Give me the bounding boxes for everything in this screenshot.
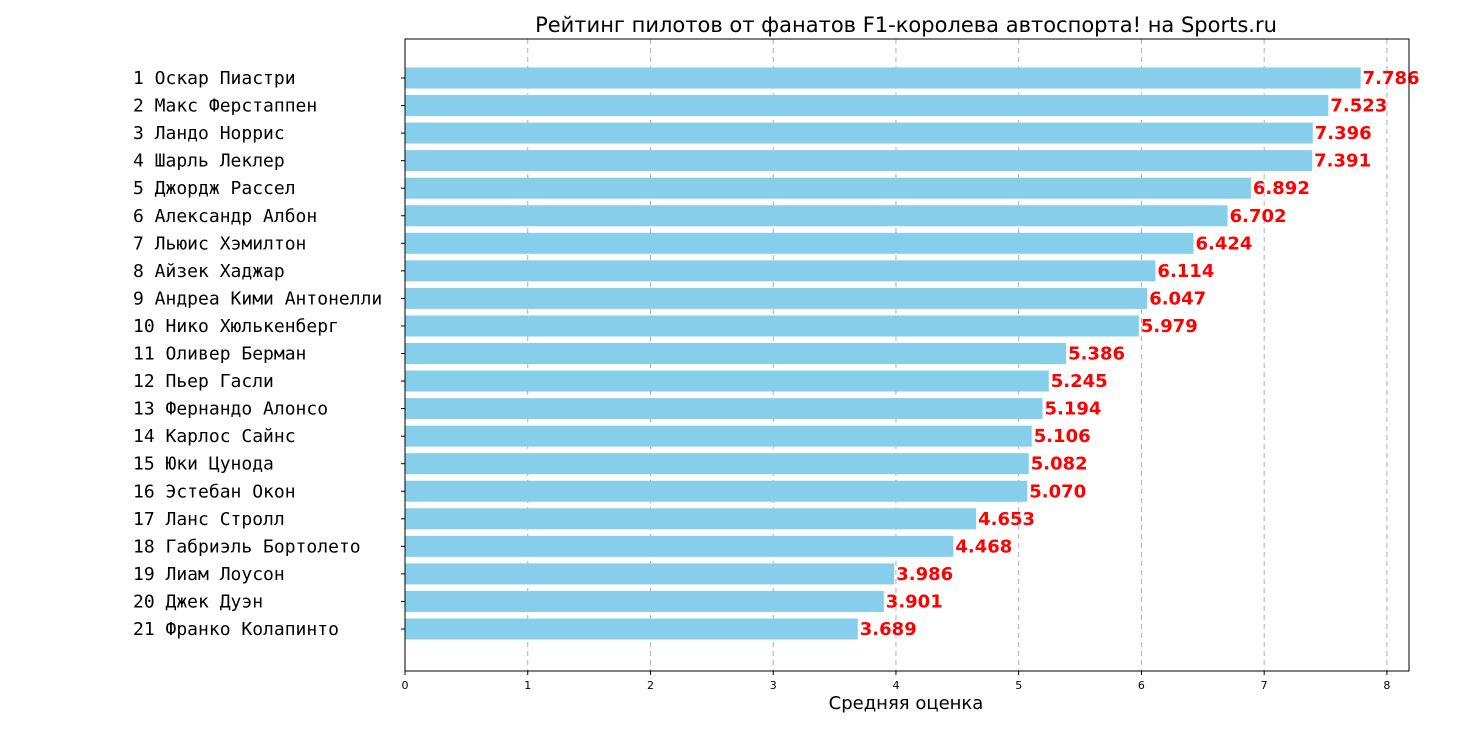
- category-label: 18 Габриэль Бортолето: [133, 536, 361, 557]
- value-label: 5.106: [1034, 426, 1091, 447]
- value-label: 5.386: [1068, 344, 1125, 365]
- bar: [405, 315, 1139, 337]
- chart-title: Рейтинг пилотов от фанатов F1-королева а…: [535, 13, 1277, 37]
- category-label: 20 Джек Дуэн: [133, 591, 263, 612]
- bar: [405, 535, 954, 557]
- category-label: 12 Пьер Гасли: [133, 371, 274, 392]
- bar: [405, 398, 1043, 420]
- bar: [405, 480, 1028, 502]
- value-label: 6.424: [1195, 233, 1252, 254]
- bar: [405, 150, 1313, 172]
- value-label: 3.689: [860, 619, 917, 640]
- bar: [405, 260, 1156, 282]
- bar: [405, 453, 1029, 475]
- bar: [405, 508, 977, 530]
- category-label: 14 Карлос Сайнс: [133, 426, 296, 447]
- value-label: 6.892: [1253, 178, 1310, 199]
- category-label: 15 Юки Цунода: [133, 454, 274, 475]
- value-label: 7.396: [1315, 123, 1372, 144]
- bar: [405, 95, 1329, 117]
- value-label: 5.245: [1051, 371, 1108, 392]
- x-tick-label: 0: [402, 679, 409, 692]
- x-tick-label: 5: [1015, 679, 1022, 692]
- bar: [405, 232, 1194, 254]
- value-label: 5.082: [1031, 454, 1088, 475]
- category-label: 6 Александр Албон: [133, 206, 317, 227]
- category-label: 5 Джордж Рассел: [133, 178, 296, 199]
- category-label: 16 Эстебан Окон: [133, 481, 296, 502]
- value-label: 5.070: [1029, 481, 1086, 502]
- x-tick-label: 2: [647, 679, 654, 692]
- value-label: 6.702: [1230, 206, 1287, 227]
- x-tick-label: 8: [1383, 679, 1390, 692]
- category-label: 7 Льюис Хэмилтон: [133, 233, 306, 254]
- plot-frame: [404, 38, 1410, 672]
- category-label: 13 Фернандо Алонсо: [133, 399, 328, 420]
- category-label: 1 Оскар Пиастри: [133, 68, 296, 89]
- x-tick-label: 7: [1261, 679, 1268, 692]
- value-label: 7.391: [1314, 151, 1371, 172]
- category-label: 2 Макс Ферстаппен: [133, 96, 317, 117]
- x-tick-label: 1: [524, 679, 531, 692]
- x-axis-label: Средняя оценка: [829, 693, 984, 714]
- category-labels: 1 Оскар Пиастри 2 Макс Ферстаппен 3 Ландо …: [133, 68, 405, 640]
- category-label: 21 Франко Колапинто: [133, 619, 339, 640]
- value-label: 7.523: [1330, 96, 1387, 117]
- category-label: 19 Лиам Лоусон: [133, 564, 285, 585]
- value-label: 6.047: [1149, 288, 1206, 309]
- category-label: 11 Оливер Берман: [133, 344, 306, 365]
- value-label: 3.986: [896, 564, 953, 585]
- category-label: 3 Ландо Норрис: [133, 123, 285, 144]
- value-label: 6.114: [1157, 261, 1214, 282]
- category-label: 8 Айзек Хаджар: [133, 261, 285, 282]
- bars: [405, 67, 1361, 640]
- bar: [405, 425, 1032, 447]
- bar: [405, 618, 858, 640]
- category-label: 10 Нико Хюлькенберг: [133, 316, 339, 337]
- bar: [405, 287, 1148, 309]
- value-label: 5.979: [1141, 316, 1198, 337]
- bar: [405, 67, 1361, 89]
- bar: [405, 205, 1228, 227]
- value-label: 5.194: [1045, 399, 1102, 420]
- bar: [405, 590, 884, 612]
- x-tick-label: 4: [892, 679, 899, 692]
- bar: [405, 563, 895, 585]
- bar: [405, 122, 1313, 144]
- category-label: 9 Андреа Кими Антонелли: [133, 288, 382, 309]
- x-axis-ticks: 0 1 2 3 4 5 6 7 8: [402, 671, 1390, 692]
- bar: [405, 343, 1067, 364]
- bar: [405, 370, 1049, 392]
- value-label: 4.468: [955, 536, 1012, 557]
- category-label: 4 Шарль Леклер: [133, 151, 285, 172]
- value-label: 4.653: [978, 509, 1035, 530]
- value-label: 3.901: [886, 591, 943, 612]
- x-tick-label: 6: [1138, 679, 1145, 692]
- bar: [405, 177, 1251, 199]
- value-label: 7.786: [1363, 68, 1420, 89]
- x-tick-label: 3: [770, 679, 777, 692]
- category-label: 17 Ланс Стролл: [133, 509, 285, 530]
